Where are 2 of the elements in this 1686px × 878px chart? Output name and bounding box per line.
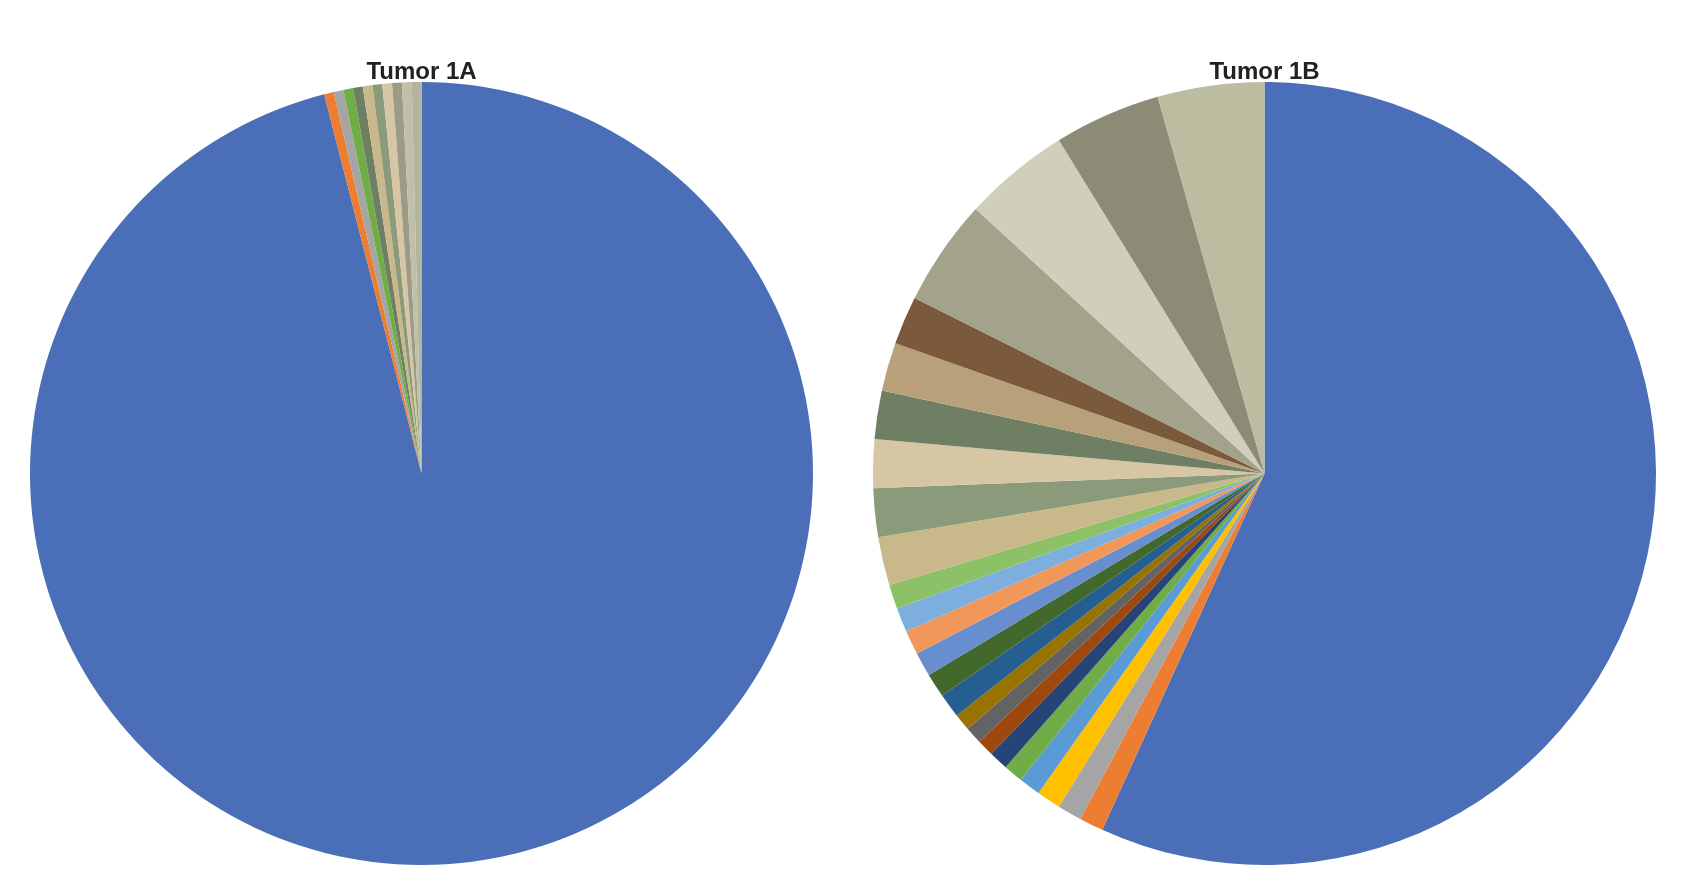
chart-title: Tumor 1A xyxy=(366,57,477,84)
chart-title: Tumor 1B xyxy=(1209,57,1320,84)
